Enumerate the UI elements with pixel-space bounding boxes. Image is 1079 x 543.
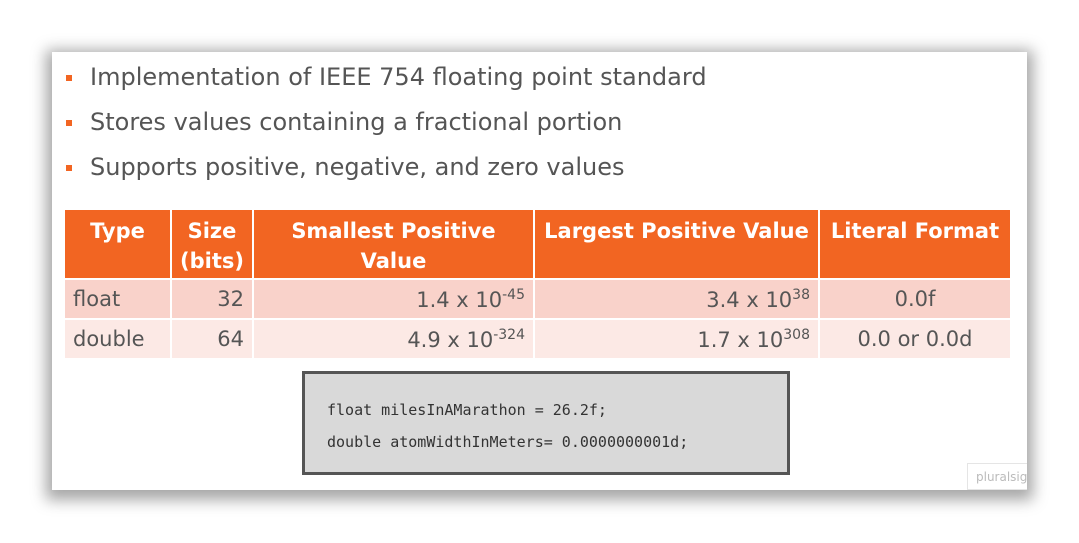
code-block: float milesInAMarathon = 26.2f; double a… (302, 371, 790, 475)
code-line: double atomWidthInMeters= 0.0000000001d; (327, 433, 689, 451)
bullet: Supports positive, negative, and zero va… (65, 153, 625, 181)
header-cell: Type (65, 210, 172, 278)
exponent: 38 (792, 286, 810, 303)
header-cell: Size (bits) (172, 210, 254, 278)
cell: 1.4 x 10-45 (254, 278, 535, 318)
base: 4.9 x 10 (407, 327, 494, 352)
row: float 32 1.4 x 10-45 3.4 x 1038 0.0f (65, 278, 1010, 318)
exponent: 308 (783, 326, 810, 343)
cell: 1.7 x 10308 (535, 318, 820, 358)
watermark: pluralsig (967, 463, 1027, 490)
header-cell: Literal Format (820, 210, 1010, 278)
cell: 0.0 or 0.0d (820, 318, 1010, 358)
cell: 32 (172, 278, 254, 318)
exponent: -45 (502, 286, 525, 303)
header-cell: Smallest Positive Value (254, 210, 535, 278)
row: double 64 4.9 x 10-324 1.7 x 10308 0.0 o… (65, 318, 1010, 358)
code-line: float milesInAMarathon = 26.2f; (327, 401, 607, 419)
bullet: Stores values containing a fractional po… (65, 108, 623, 136)
base: 1.7 x 10 (697, 327, 784, 352)
header-row: Type Size (bits) Smallest Positive Value… (65, 210, 1010, 278)
table: Type Size (bits) Smallest Positive Value… (65, 210, 1010, 358)
cell: 64 (172, 318, 254, 358)
base: 1.4 x 10 (416, 287, 503, 312)
cell: 4.9 x 10-324 (254, 318, 535, 358)
header-cell: Largest Positive Value (535, 210, 820, 278)
cell: 3.4 x 1038 (535, 278, 820, 318)
cell: float (65, 278, 172, 318)
slide: Implementation of IEEE 754 floating poin… (52, 52, 1027, 490)
cell: 0.0f (820, 278, 1010, 318)
base: 3.4 x 10 (706, 287, 793, 312)
exponent: -324 (493, 326, 525, 343)
bullet: Implementation of IEEE 754 floating poin… (66, 63, 707, 91)
cell: double (65, 318, 172, 358)
